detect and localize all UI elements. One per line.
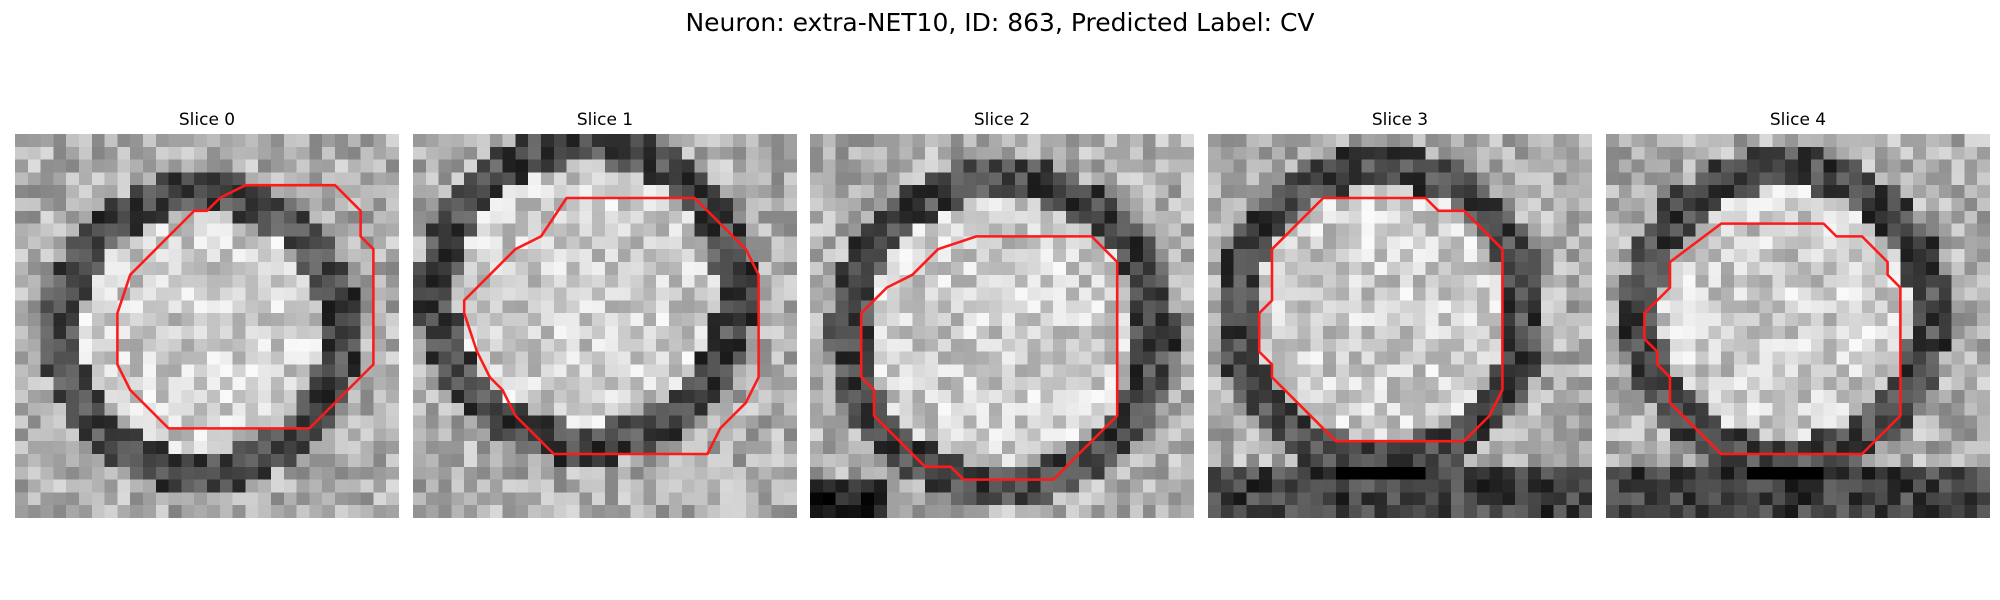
segmentation-contour [1643, 222, 1902, 456]
pixel-grid [1606, 134, 1990, 518]
pixel-grid [15, 134, 399, 518]
microscopy-image [1606, 134, 1990, 518]
slice-title: Slice 2 [973, 110, 1031, 130]
segmentation-contour [116, 183, 375, 430]
pixel-grid [810, 134, 1194, 518]
slice-title: Slice 0 [178, 110, 236, 130]
pixel-grid [1208, 134, 1592, 518]
slice-title: Slice 1 [576, 110, 634, 130]
segmentation-contour [1257, 196, 1504, 443]
slice-panel: Slice 2 [810, 108, 1194, 518]
microscopy-image [1208, 134, 1592, 518]
pixel-grid [413, 134, 797, 518]
figure-title: Neuron: extra-NET10, ID: 863, Predicted … [685, 8, 1315, 37]
slice-panel: Slice 0 [15, 108, 399, 518]
microscopy-image [413, 134, 797, 518]
slice-panel: Slice 1 [413, 108, 797, 518]
slice-title: Slice 3 [1371, 110, 1429, 130]
slice-panel: Slice 4 [1606, 108, 1990, 518]
segmentation-contour [462, 196, 760, 456]
microscopy-image [15, 134, 399, 518]
microscopy-image [810, 134, 1194, 518]
slice-title: Slice 4 [1769, 110, 1827, 130]
slice-panel: Slice 3 [1208, 108, 1592, 518]
segmentation-contour [859, 235, 1119, 481]
